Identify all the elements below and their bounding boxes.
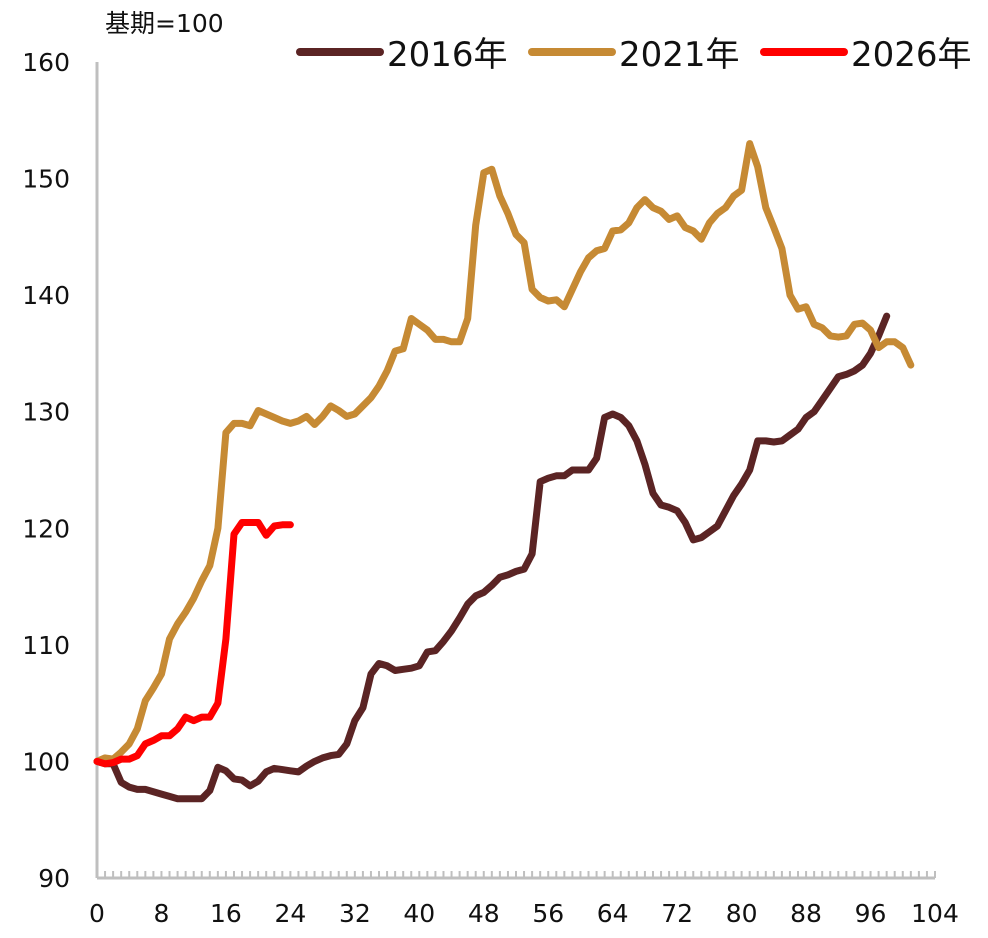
x-tick-label: 104	[911, 899, 959, 928]
unit-label: 基期=100	[105, 9, 224, 38]
y-tick-label: 110	[22, 631, 70, 660]
series-line-2	[93, 140, 915, 765]
legend-label-1: 2016年	[387, 35, 508, 75]
x-tick-label: 32	[339, 899, 371, 928]
y-tick-label: 90	[38, 864, 70, 893]
series-line-3	[93, 519, 294, 768]
y-tick-label: 150	[22, 165, 70, 194]
series-layer	[93, 140, 915, 803]
x-tick-label: 72	[661, 899, 693, 928]
legend-label-2: 2021年	[619, 35, 740, 75]
x-tick-label: 96	[855, 899, 887, 928]
x-tick-label: 80	[726, 899, 758, 928]
y-tick-label: 140	[22, 281, 70, 310]
legend-label-3: 2026年	[851, 35, 972, 75]
x-tick-label: 24	[274, 899, 306, 928]
y-tick-label: 120	[22, 514, 70, 543]
legend: 2016年 2021年 2026年	[296, 35, 972, 75]
x-tick-label: 0	[89, 899, 105, 928]
x-tick-label: 40	[403, 899, 435, 928]
axes: 90 100 110 120 130 140 150 160 0 8 16 24 32 40 48 56 64 7…	[22, 48, 959, 928]
x-tick-label: 48	[468, 899, 500, 928]
x-tick-label: 88	[790, 899, 822, 928]
x-tick-label: 64	[597, 899, 629, 928]
y-tick-label: 100	[22, 747, 70, 776]
y-tick-label: 160	[22, 48, 70, 77]
x-tick-label: 56	[532, 899, 564, 928]
series-line-1	[93, 312, 891, 803]
x-tick-label: 16	[210, 899, 242, 928]
y-tick-label: 130	[22, 398, 70, 427]
x-tick-label: 8	[154, 899, 170, 928]
